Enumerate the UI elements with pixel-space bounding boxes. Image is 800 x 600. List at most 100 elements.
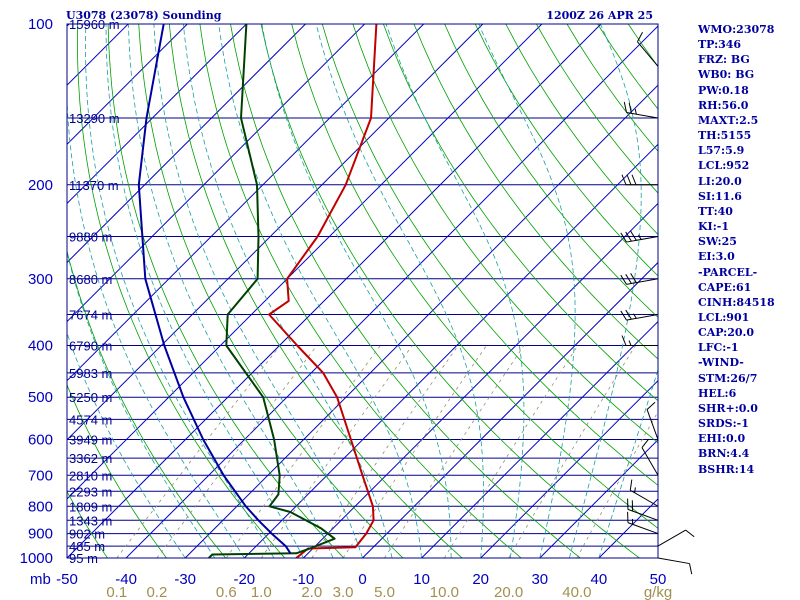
dewpoint-profile — [208, 24, 336, 558]
dry-adiabat-line — [67, 383, 167, 558]
profile-lines — [137, 24, 378, 558]
isotherm-line — [362, 261, 658, 558]
height-level-label: 8680 m — [69, 272, 112, 287]
wind-barb-flag — [620, 232, 627, 243]
wind-barb-flag — [630, 230, 637, 241]
stat-item: CAP:20.0 — [698, 326, 755, 340]
moist-adiabat-line — [67, 24, 245, 558]
height-level-label: 13290 m — [69, 111, 120, 126]
wind-barb-flag — [689, 563, 693, 575]
pressure-tick-label: 1000 — [20, 550, 53, 567]
wind-barb-staff — [646, 409, 659, 440]
mixing-ratio-line — [116, 345, 281, 558]
stat-item: KI:-1 — [698, 220, 729, 234]
mixing-ratio-label: 0.6 — [216, 584, 237, 600]
dry-adiabat-line — [444, 24, 658, 318]
wind-barb — [641, 438, 659, 476]
pressure-tick-label: 600 — [28, 432, 53, 449]
moist-adiabat-line — [153, 24, 363, 558]
wind-barb — [646, 401, 659, 440]
sounding-time: 1200Z 26 APR 25 — [546, 9, 653, 22]
temperature-tick-label: 20 — [472, 571, 489, 588]
dry-adiabat-line — [352, 24, 658, 444]
wind-barb-flag — [620, 310, 627, 321]
wind-barb-flag — [623, 101, 627, 113]
wind-barb-staff — [626, 314, 659, 321]
dry-adiabat-line — [168, 24, 463, 558]
moist-adiabat-line — [315, 24, 484, 558]
stat-item: TP:346 — [698, 38, 742, 52]
moist-adiabat-line — [67, 331, 186, 558]
wind-barb-half-flag — [634, 487, 636, 493]
dry-adiabat-line — [199, 24, 522, 558]
pressure-unit-label: mb — [30, 571, 51, 588]
moist-adiabat-line — [261, 24, 452, 558]
wind-barb-staff — [657, 529, 686, 547]
wind-barb-flag — [685, 529, 695, 538]
wind-barb-staff — [630, 489, 659, 507]
wind-barb-flag — [621, 335, 627, 346]
temperature-tick-label: 0 — [358, 571, 366, 588]
pressure-tick-label: 200 — [28, 177, 53, 194]
temperature-tick-label: -30 — [174, 571, 196, 588]
wind-barb — [621, 335, 658, 347]
wind-barb-half-flag — [628, 340, 632, 346]
pressure-tick-label: 900 — [28, 526, 53, 543]
isotherm-line — [67, 24, 425, 382]
wind-barb-staff — [626, 111, 659, 119]
stat-item: RH:56.0 — [698, 98, 749, 112]
pressure-tick-label: 300 — [28, 271, 53, 288]
moist-adiabat-line — [218, 24, 422, 558]
pressure-tick-label: 700 — [28, 467, 53, 484]
height-level-label: 95 m — [69, 551, 98, 566]
stat-item: LI:20.0 — [698, 174, 742, 188]
wind-barb-flag — [631, 174, 637, 185]
wind-barb-flag — [630, 273, 637, 283]
stat-item: LCL:901 — [698, 310, 750, 324]
dry-adiabat-line — [67, 490, 108, 558]
mixing-ratio-line — [311, 345, 459, 558]
wind-barb — [621, 174, 658, 186]
stat-item: -PARCEL- — [698, 265, 758, 279]
moist-adiabat-line — [598, 368, 658, 558]
wind-barb-staff — [627, 508, 659, 521]
isotherm-line — [67, 24, 188, 146]
wind-barb — [620, 309, 659, 321]
mixing-ratio-label: 0.2 — [146, 584, 167, 600]
wind-barb-staff — [626, 278, 659, 285]
stat-item: BRN:4.4 — [698, 447, 750, 461]
height-level-label: 485 m — [69, 539, 105, 554]
stat-item: SHR+:0.0 — [698, 401, 758, 415]
stat-item: SW:25 — [698, 235, 737, 249]
temperature-tick-label: 50 — [650, 571, 667, 588]
isotherm-line — [125, 25, 658, 558]
stat-item: LFC:-1 — [698, 341, 739, 355]
wind-barb — [636, 32, 659, 67]
wind-barb — [657, 529, 695, 547]
plot-frame — [66, 23, 659, 559]
height-level-label: 3949 m — [69, 433, 112, 448]
moist-adiabat-line — [85, 24, 275, 558]
temperature-tick-label: -10 — [293, 571, 315, 588]
stat-item: LCL:952 — [698, 159, 750, 173]
dry-adiabat-line — [291, 24, 658, 529]
dry-adiabat-line — [321, 24, 658, 486]
mixing-ratio-label: 0.1 — [106, 584, 127, 600]
wind-barb-staff — [637, 41, 659, 67]
wind-barb-staff — [657, 557, 690, 565]
height-level-label: 2293 m — [69, 484, 112, 499]
stat-item: SI:11.6 — [698, 189, 742, 203]
pressure-tick-label: 500 — [28, 389, 53, 406]
wind-barb — [657, 557, 693, 575]
height-level-label: 15960 m — [69, 17, 120, 32]
stat-item: EHI:0.0 — [698, 432, 746, 446]
stat-item: HEL:6 — [698, 386, 737, 400]
grid-lines — [67, 24, 658, 558]
stat-item: FRZ: BG — [698, 53, 750, 67]
wind-barb-half-flag — [633, 313, 637, 319]
height-level-label: 902 m — [69, 527, 105, 542]
moist-adiabat-line — [67, 250, 216, 558]
stat-item: MAXT:2.5 — [698, 113, 759, 127]
mixing-ratio-line — [384, 345, 525, 558]
